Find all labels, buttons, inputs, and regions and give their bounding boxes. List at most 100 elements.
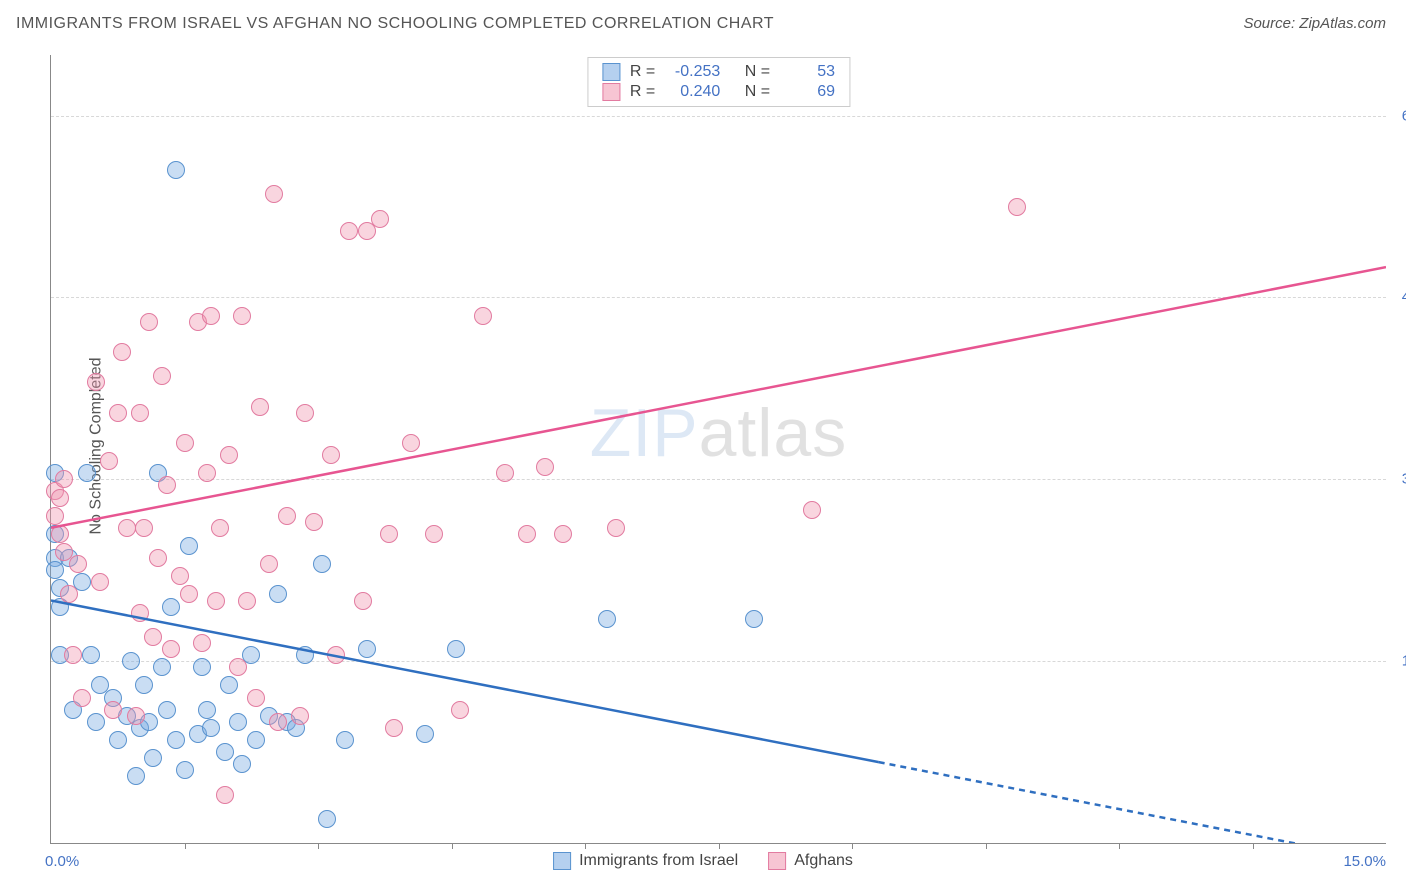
data-point-israel (158, 701, 176, 719)
data-point-israel (296, 646, 314, 664)
data-point-afghans (198, 464, 216, 482)
r-label: R = (630, 63, 655, 81)
r-value-afghans: 0.240 (665, 83, 720, 101)
trend-line-afghans (51, 267, 1386, 528)
data-point-israel (167, 161, 185, 179)
watermark: ZIPatlas (590, 394, 847, 472)
data-point-israel (220, 676, 238, 694)
data-point-afghans (158, 476, 176, 494)
data-point-afghans (265, 185, 283, 203)
data-point-israel (358, 640, 376, 658)
watermark-zip: ZIP (590, 395, 699, 471)
data-point-afghans (251, 398, 269, 416)
y-tick-label: 6.0% (1391, 107, 1406, 124)
n-label: N = (745, 83, 770, 101)
legend-series: Immigrants from Israel Afghans (553, 852, 853, 870)
x-tick (452, 843, 453, 849)
plot-area: ZIPatlas R = -0.253 N = 53 R = 0.240 N =… (50, 55, 1386, 844)
data-point-afghans (220, 446, 238, 464)
data-point-afghans (162, 640, 180, 658)
data-point-afghans (216, 786, 234, 804)
legend-label-afghans: Afghans (794, 852, 853, 870)
data-point-afghans (607, 519, 625, 537)
data-point-israel (216, 743, 234, 761)
data-point-israel (176, 761, 194, 779)
x-tick (986, 843, 987, 849)
data-point-afghans (207, 592, 225, 610)
data-point-israel (127, 767, 145, 785)
data-point-afghans (64, 646, 82, 664)
legend-item-afghans: Afghans (768, 852, 853, 870)
y-tick-label: 3.0% (1391, 471, 1406, 488)
gridline (51, 116, 1386, 117)
x-tick (719, 843, 720, 849)
data-point-afghans (51, 489, 69, 507)
data-point-afghans (211, 519, 229, 537)
data-point-israel (78, 464, 96, 482)
x-tick (318, 843, 319, 849)
data-point-afghans (127, 707, 145, 725)
x-axis-origin-label: 0.0% (45, 853, 79, 870)
data-point-afghans (176, 434, 194, 452)
data-point-afghans (269, 713, 287, 731)
data-point-afghans (51, 525, 69, 543)
r-label: R = (630, 83, 655, 101)
data-point-afghans (87, 373, 105, 391)
legend-item-israel: Immigrants from Israel (553, 852, 738, 870)
data-point-afghans (144, 628, 162, 646)
data-point-afghans (1008, 198, 1026, 216)
data-point-afghans (278, 507, 296, 525)
source-attribution: Source: ZipAtlas.com (1243, 15, 1386, 32)
x-axis-max-label: 15.0% (1343, 853, 1386, 870)
data-point-afghans (371, 210, 389, 228)
data-point-afghans (69, 555, 87, 573)
chart-container: IMMIGRANTS FROM ISRAEL VS AFGHAN NO SCHO… (0, 0, 1406, 892)
data-point-afghans (296, 404, 314, 422)
x-tick (852, 843, 853, 849)
swatch-israel-icon (602, 63, 620, 81)
data-point-israel (416, 725, 434, 743)
data-point-afghans (131, 404, 149, 422)
data-point-afghans (113, 343, 131, 361)
data-point-afghans (55, 470, 73, 488)
data-point-afghans (554, 525, 572, 543)
data-point-afghans (91, 573, 109, 591)
data-point-afghans (46, 507, 64, 525)
y-tick-label: 4.5% (1391, 289, 1406, 306)
data-point-israel (144, 749, 162, 767)
data-point-afghans (140, 313, 158, 331)
data-point-afghans (327, 646, 345, 664)
data-point-afghans (247, 689, 265, 707)
data-point-afghans (380, 525, 398, 543)
data-point-israel (269, 585, 287, 603)
gridline (51, 297, 1386, 298)
x-tick (1119, 843, 1120, 849)
data-point-afghans (109, 404, 127, 422)
data-point-afghans (803, 501, 821, 519)
data-point-afghans (135, 519, 153, 537)
data-point-afghans (238, 592, 256, 610)
data-point-israel (198, 701, 216, 719)
data-point-afghans (180, 585, 198, 603)
watermark-atlas: atlas (699, 395, 848, 471)
data-point-afghans (518, 525, 536, 543)
data-point-afghans (536, 458, 554, 476)
data-point-israel (162, 598, 180, 616)
data-point-afghans (305, 513, 323, 531)
data-point-afghans (118, 519, 136, 537)
data-point-afghans (340, 222, 358, 240)
legend-stats: R = -0.253 N = 53 R = 0.240 N = 69 (587, 57, 850, 107)
swatch-afghans-icon (602, 83, 620, 101)
data-point-afghans (385, 719, 403, 737)
data-point-israel (598, 610, 616, 628)
data-point-israel (82, 646, 100, 664)
data-point-afghans (104, 701, 122, 719)
legend-stats-row-israel: R = -0.253 N = 53 (602, 62, 835, 82)
n-value-israel: 53 (780, 63, 835, 81)
data-point-afghans (153, 367, 171, 385)
data-point-israel (153, 658, 171, 676)
data-point-afghans (496, 464, 514, 482)
data-point-afghans (425, 525, 443, 543)
n-value-afghans: 69 (780, 83, 835, 101)
y-tick-label: 1.5% (1391, 653, 1406, 670)
